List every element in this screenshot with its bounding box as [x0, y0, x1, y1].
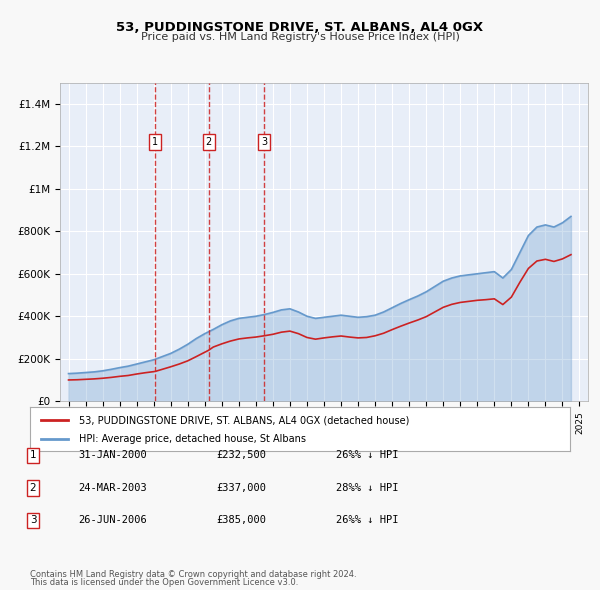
Text: 1: 1: [29, 451, 37, 460]
Text: 2: 2: [29, 483, 37, 493]
Text: 26%% ↓ HPI: 26%% ↓ HPI: [336, 516, 398, 525]
Text: 31-JAN-2000: 31-JAN-2000: [78, 451, 147, 460]
Text: 28%% ↓ HPI: 28%% ↓ HPI: [336, 483, 398, 493]
Text: 26%% ↓ HPI: 26%% ↓ HPI: [336, 451, 398, 460]
Text: 53, PUDDINGSTONE DRIVE, ST. ALBANS, AL4 0GX: 53, PUDDINGSTONE DRIVE, ST. ALBANS, AL4 …: [116, 21, 484, 34]
Text: 2: 2: [206, 137, 212, 147]
Text: 3: 3: [261, 137, 267, 147]
Text: 1: 1: [152, 137, 158, 147]
Text: Price paid vs. HM Land Registry's House Price Index (HPI): Price paid vs. HM Land Registry's House …: [140, 32, 460, 42]
Text: This data is licensed under the Open Government Licence v3.0.: This data is licensed under the Open Gov…: [30, 578, 298, 587]
Text: Contains HM Land Registry data © Crown copyright and database right 2024.: Contains HM Land Registry data © Crown c…: [30, 571, 356, 579]
Text: £232,500: £232,500: [216, 451, 266, 460]
Text: £385,000: £385,000: [216, 516, 266, 525]
Text: 26-JUN-2006: 26-JUN-2006: [78, 516, 147, 525]
Text: 3: 3: [29, 516, 37, 525]
Text: 53, PUDDINGSTONE DRIVE, ST. ALBANS, AL4 0GX (detached house): 53, PUDDINGSTONE DRIVE, ST. ALBANS, AL4 …: [79, 415, 409, 425]
Text: £337,000: £337,000: [216, 483, 266, 493]
Text: HPI: Average price, detached house, St Albans: HPI: Average price, detached house, St A…: [79, 434, 305, 444]
Text: 24-MAR-2003: 24-MAR-2003: [78, 483, 147, 493]
